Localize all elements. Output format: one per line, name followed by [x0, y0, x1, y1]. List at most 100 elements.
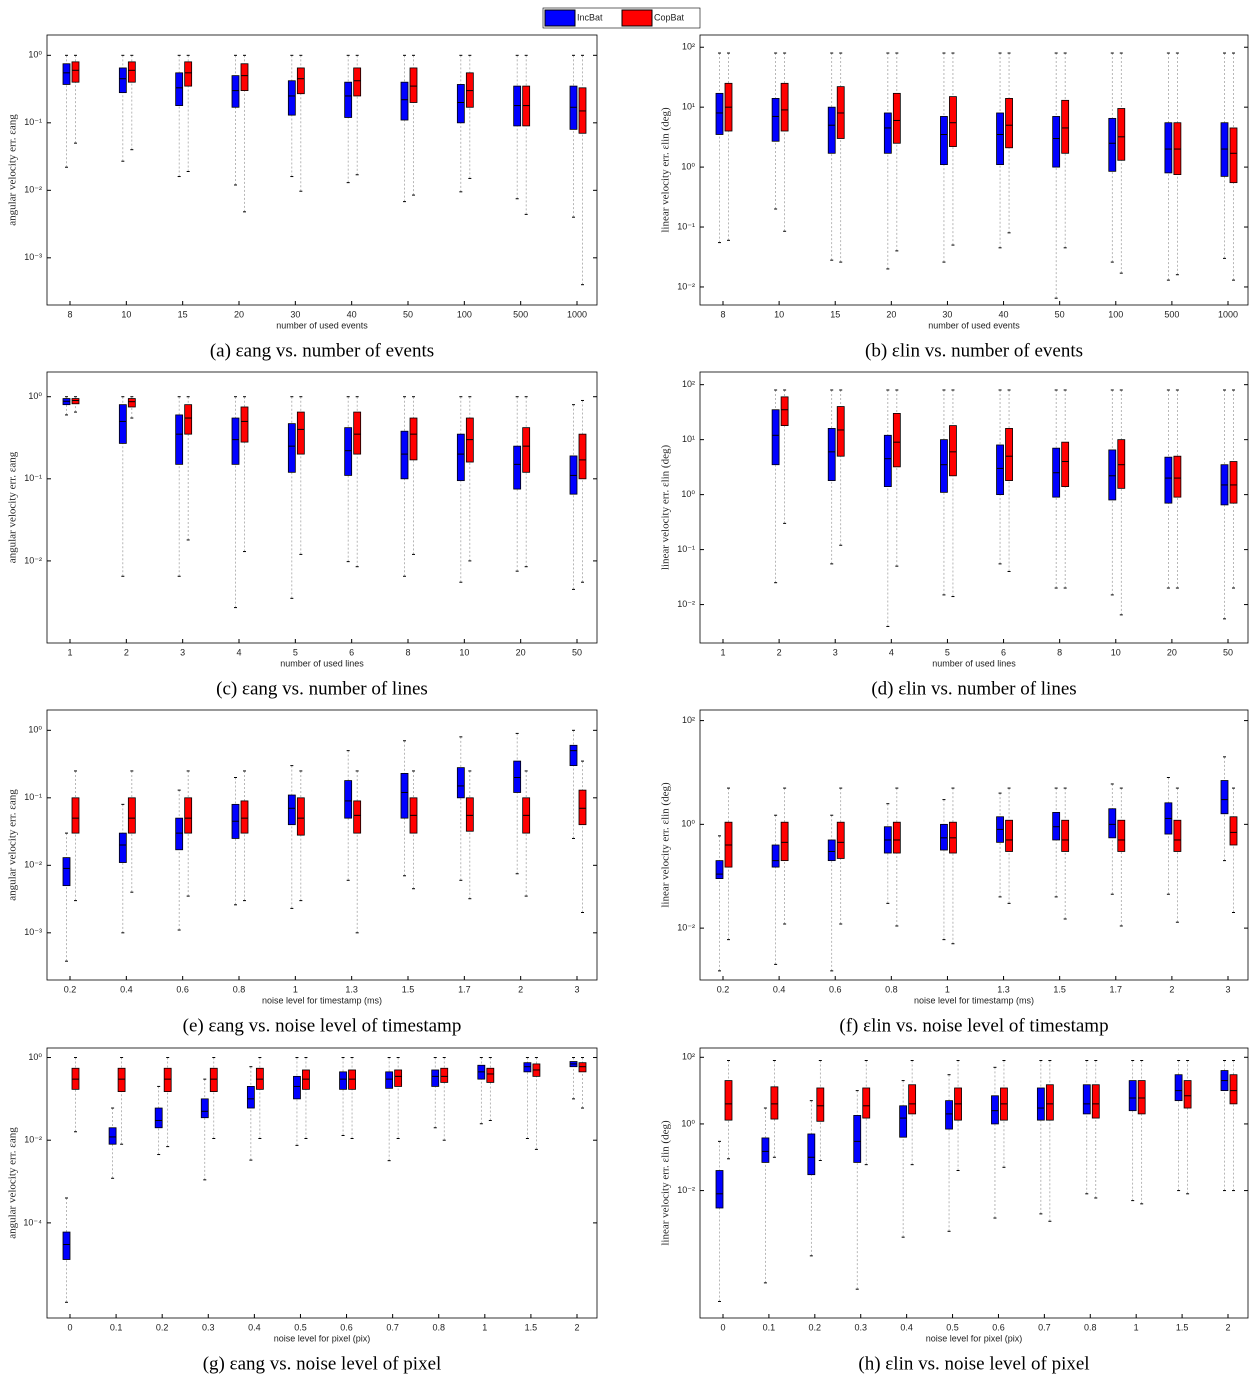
box — [1036, 1087, 1045, 1121]
x-tick-label: 0.7 — [386, 1322, 399, 1332]
x-tick-label: 0.3 — [202, 1322, 215, 1332]
x-tick-label: 0.2 — [809, 1322, 822, 1332]
box — [240, 406, 249, 443]
x-tick-label: 8 — [67, 309, 72, 319]
y-axis-label: linear velocity err. εlin (deg) — [660, 782, 672, 908]
x-tick-label: 1 — [482, 1322, 487, 1332]
box — [240, 63, 249, 92]
box — [71, 797, 80, 834]
box — [400, 430, 409, 480]
x-tick-label: 3 — [833, 647, 838, 657]
y-tick-label: 10⁰ — [28, 391, 42, 401]
y-tick-label: 10⁰ — [28, 1052, 42, 1062]
box — [154, 1107, 163, 1129]
x-tick-label: 0.1 — [763, 1322, 776, 1332]
box — [780, 821, 789, 862]
x-tick-label: 0.3 — [854, 1322, 867, 1332]
x-tick-label: 1000 — [1218, 309, 1238, 319]
caption: (e) εang vs. noise level of timestamp — [183, 1015, 462, 1036]
plot-frame — [46, 709, 598, 981]
box — [127, 61, 136, 83]
box — [465, 797, 474, 832]
caption: (d) εlin vs. number of lines — [871, 678, 1076, 699]
x-tick-label: 1 — [293, 984, 298, 994]
x-axis-label: number of used lines — [932, 658, 1016, 668]
box — [827, 428, 836, 481]
box — [339, 1071, 347, 1090]
x-axis-label: number of used events — [928, 320, 1020, 330]
x-tick-label: 0.2 — [717, 984, 730, 994]
x-tick-label: 20 — [234, 309, 244, 319]
x-tick-label: 1.7 — [458, 984, 471, 994]
x-tick-label: 0 — [720, 1322, 725, 1332]
box — [296, 411, 305, 455]
x-tick-label: 8 — [405, 647, 410, 657]
box — [816, 1087, 825, 1122]
x-tick-label: 1000 — [567, 309, 587, 319]
box — [513, 760, 522, 793]
box — [231, 75, 240, 108]
plot-frame — [699, 709, 1249, 981]
x-tick-label: 20 — [516, 647, 526, 657]
box — [1052, 116, 1061, 168]
x-tick-label: 0.6 — [992, 1322, 1005, 1332]
box — [287, 80, 296, 116]
box — [715, 92, 724, 135]
box — [231, 417, 240, 465]
x-tick-label: 10 — [121, 309, 131, 319]
x-tick-label: 500 — [513, 309, 528, 319]
x-tick-label: 2 — [777, 647, 782, 657]
y-tick-label: 10⁰ — [681, 819, 695, 829]
x-tick-label: 1 — [1134, 1322, 1139, 1332]
box — [163, 1067, 172, 1092]
box — [62, 63, 71, 85]
x-tick-label: 0.2 — [156, 1322, 169, 1332]
box — [1229, 461, 1238, 504]
box — [949, 425, 957, 477]
box — [862, 1087, 871, 1119]
box — [71, 61, 80, 83]
x-tick-label: 1.5 — [1176, 1322, 1189, 1332]
x-tick-label: 500 — [1164, 309, 1179, 319]
box — [771, 98, 780, 142]
x-tick-label: 6 — [349, 647, 354, 657]
x-tick-label: 1.5 — [402, 984, 415, 994]
box — [1061, 819, 1070, 852]
box — [996, 444, 1004, 496]
x-tick-label: 50 — [403, 309, 413, 319]
box — [175, 72, 184, 106]
x-tick-label: 100 — [1108, 309, 1123, 319]
box — [1091, 1084, 1100, 1119]
box — [836, 821, 845, 859]
x-tick-label: 0.6 — [176, 984, 189, 994]
box — [209, 1067, 218, 1092]
box — [400, 773, 409, 819]
x-tick-label: 6 — [1001, 647, 1006, 657]
box — [240, 800, 249, 834]
x-axis-label: noise level for timestamp (ms) — [914, 995, 1034, 1005]
box — [344, 780, 353, 819]
box — [385, 1071, 394, 1089]
x-tick-label: 2 — [518, 984, 523, 994]
x-tick-label: 0.4 — [248, 1322, 261, 1332]
caption: (f) εlin vs. noise level of timestamp — [839, 1015, 1108, 1036]
box — [771, 844, 780, 868]
x-tick-label: 5 — [293, 647, 298, 657]
x-tick-label: 20 — [886, 309, 896, 319]
box — [715, 1170, 724, 1209]
x-tick-label: 1 — [945, 984, 950, 994]
box — [108, 1127, 117, 1145]
y-tick-label: 10⁰ — [681, 489, 695, 499]
box — [1128, 1080, 1137, 1112]
x-tick-label: 100 — [457, 309, 472, 319]
y-axis-label: angular velocity err. εang — [7, 789, 19, 901]
x-tick-label: 0.8 — [1084, 1322, 1097, 1332]
box — [1164, 122, 1173, 174]
y-tick-label: 10² — [682, 42, 695, 52]
box — [409, 417, 418, 461]
box — [761, 1137, 770, 1163]
x-tick-label: 1 — [720, 647, 725, 657]
box — [991, 1095, 999, 1125]
x-tick-label: 10 — [774, 309, 784, 319]
x-tick-label: 3 — [574, 984, 579, 994]
